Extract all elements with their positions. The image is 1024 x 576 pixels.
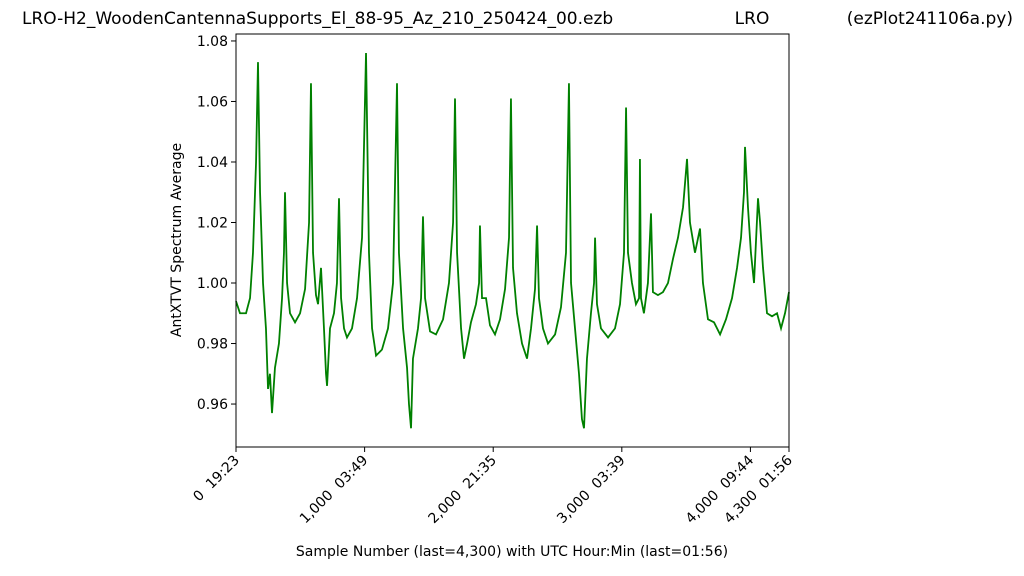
y-tick-label: 1.04	[197, 155, 228, 171]
x-tick-label: 2,000 21:35	[426, 453, 500, 527]
plot-frame	[235, 33, 790, 448]
data-line	[235, 53, 790, 429]
y-tick-label: 0.98	[197, 337, 228, 353]
x-tick-label: 4,300 01:56	[721, 452, 796, 527]
x-tick-label: 3,000 03:39	[554, 453, 628, 527]
y-tick-label: 1.06	[197, 94, 228, 110]
y-tick-label: 0.96	[197, 397, 228, 413]
chart-title-right: (ezPlot241106a.py)	[847, 9, 1013, 29]
y-tick-label: 1.00	[197, 276, 228, 292]
y-axis-label: AntXTVT Spectrum Average	[169, 143, 185, 337]
x-axis-label: Sample Number (last=4,300) with UTC Hour…	[296, 544, 728, 560]
x-tick-label: 0 19:23	[190, 453, 242, 505]
chart-title: LRO-H2_WoodenCantennaSupports_El_88-95_A…	[22, 9, 613, 29]
x-tick-label: 1,000 03:49	[297, 453, 371, 527]
y-tick-label: 1.08	[197, 34, 228, 50]
chart-title-center: LRO	[735, 9, 770, 29]
y-tick-label: 1.02	[197, 215, 228, 231]
